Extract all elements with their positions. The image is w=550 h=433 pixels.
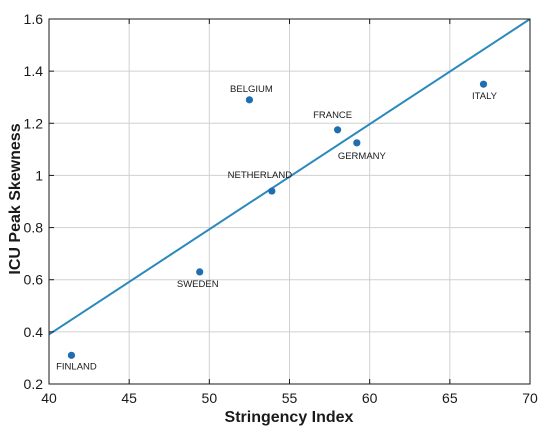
x-tick-label: 60 [362, 390, 378, 406]
data-point-finland [67, 351, 76, 359]
fit-line-layer [49, 19, 530, 336]
x-tick-label: 65 [442, 390, 458, 406]
x-tick-label: 40 [41, 390, 57, 406]
data-point-sweden [196, 268, 204, 276]
y-tick-label: 0.6 [24, 272, 44, 288]
x-axis-title: Stringency Index [225, 409, 354, 426]
point-label-belgium: BELGIUM [230, 84, 273, 95]
y-tick-label: 0.8 [24, 220, 44, 236]
fit-line [49, 19, 530, 336]
y-tick-label: 0.2 [24, 376, 44, 392]
point-labels: BELGIUM FRANCE GERMANY ITALY NETHERLAND SWEDE… [56, 84, 498, 373]
y-axis-title: ICU Peak Skewness [7, 123, 24, 274]
axes [48, 18, 531, 385]
x-tick-label: 70 [522, 390, 538, 406]
tick-labels: 40 45 50 55 60 65 70 0.2 0.4 0.6 0.8 1 1.2 1.4 1.6 [24, 11, 538, 406]
y-tick-label: 1 [35, 167, 43, 183]
y-tick-label: 1.6 [24, 11, 44, 27]
x-tick-label: 45 [121, 390, 137, 406]
data-point-italy [479, 80, 488, 88]
point-label-sweden: SWEDEN [177, 279, 219, 290]
data-point-netherland [268, 187, 276, 195]
y-tick-label: 1.2 [24, 115, 44, 131]
point-label-netherland: NETHERLAND [228, 170, 293, 181]
point-label-germany: GERMANY [338, 151, 387, 162]
data-point-germany [353, 139, 361, 147]
point-label-italy: ITALY [472, 91, 498, 102]
y-tick-label: 0.4 [24, 324, 44, 340]
data-point-belgium [245, 96, 254, 104]
x-tick-label: 50 [202, 390, 218, 406]
y-tick-label: 1.4 [24, 63, 44, 79]
data-points [67, 80, 488, 359]
x-tick-label: 55 [282, 390, 298, 406]
point-label-finland: FINLAND [56, 361, 97, 372]
point-label-france: FRANCE [313, 110, 352, 121]
data-point-france [334, 126, 342, 134]
